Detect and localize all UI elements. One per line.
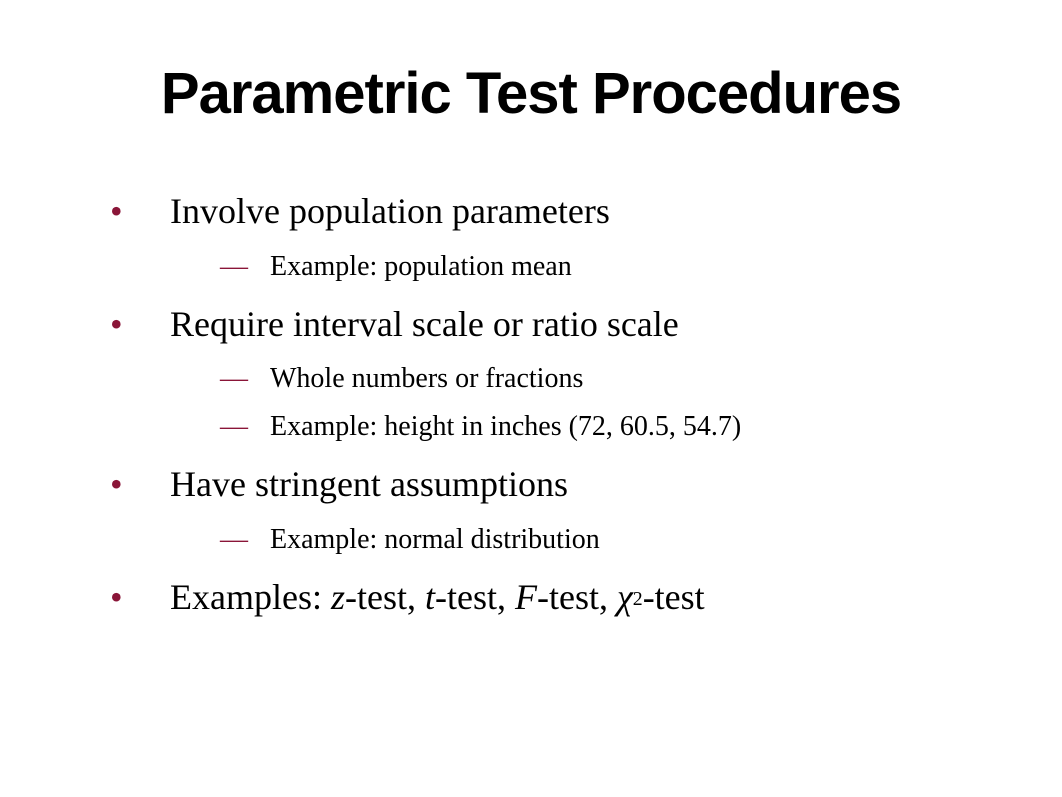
list-item-text: Involve population parameters: [170, 191, 610, 231]
bullet-list: Involve population parameters Example: p…: [50, 187, 1012, 621]
list-item: Have stringent assumptions Example: norm…: [110, 460, 1012, 561]
list-item: Require interval scale or ratio scale Wh…: [110, 300, 1012, 449]
list-item: Involve population parameters Example: p…: [110, 187, 1012, 288]
sub-list: Example: normal distribution: [170, 519, 1012, 561]
list-item-text: Require interval scale or ratio scale: [170, 304, 679, 344]
sub-list-item: Example: normal distribution: [220, 519, 1012, 561]
sub-list: Example: population mean: [170, 246, 1012, 288]
slide-title: Parametric Test Procedures: [50, 60, 1012, 127]
list-item-text: Have stringent assumptions: [170, 464, 568, 504]
sub-list: Whole numbers or fractions Example: heig…: [170, 358, 1012, 448]
sub-list-item: Example: population mean: [220, 246, 1012, 288]
examples-line: Examples: z-test, t-test, F-test, χ2-tes…: [170, 577, 705, 617]
list-item: Examples: z-test, t-test, F-test, χ2-tes…: [110, 573, 1012, 622]
sub-list-item: Whole numbers or fractions: [220, 358, 1012, 400]
sub-list-item: Example: height in inches (72, 60.5, 54.…: [220, 406, 1012, 448]
